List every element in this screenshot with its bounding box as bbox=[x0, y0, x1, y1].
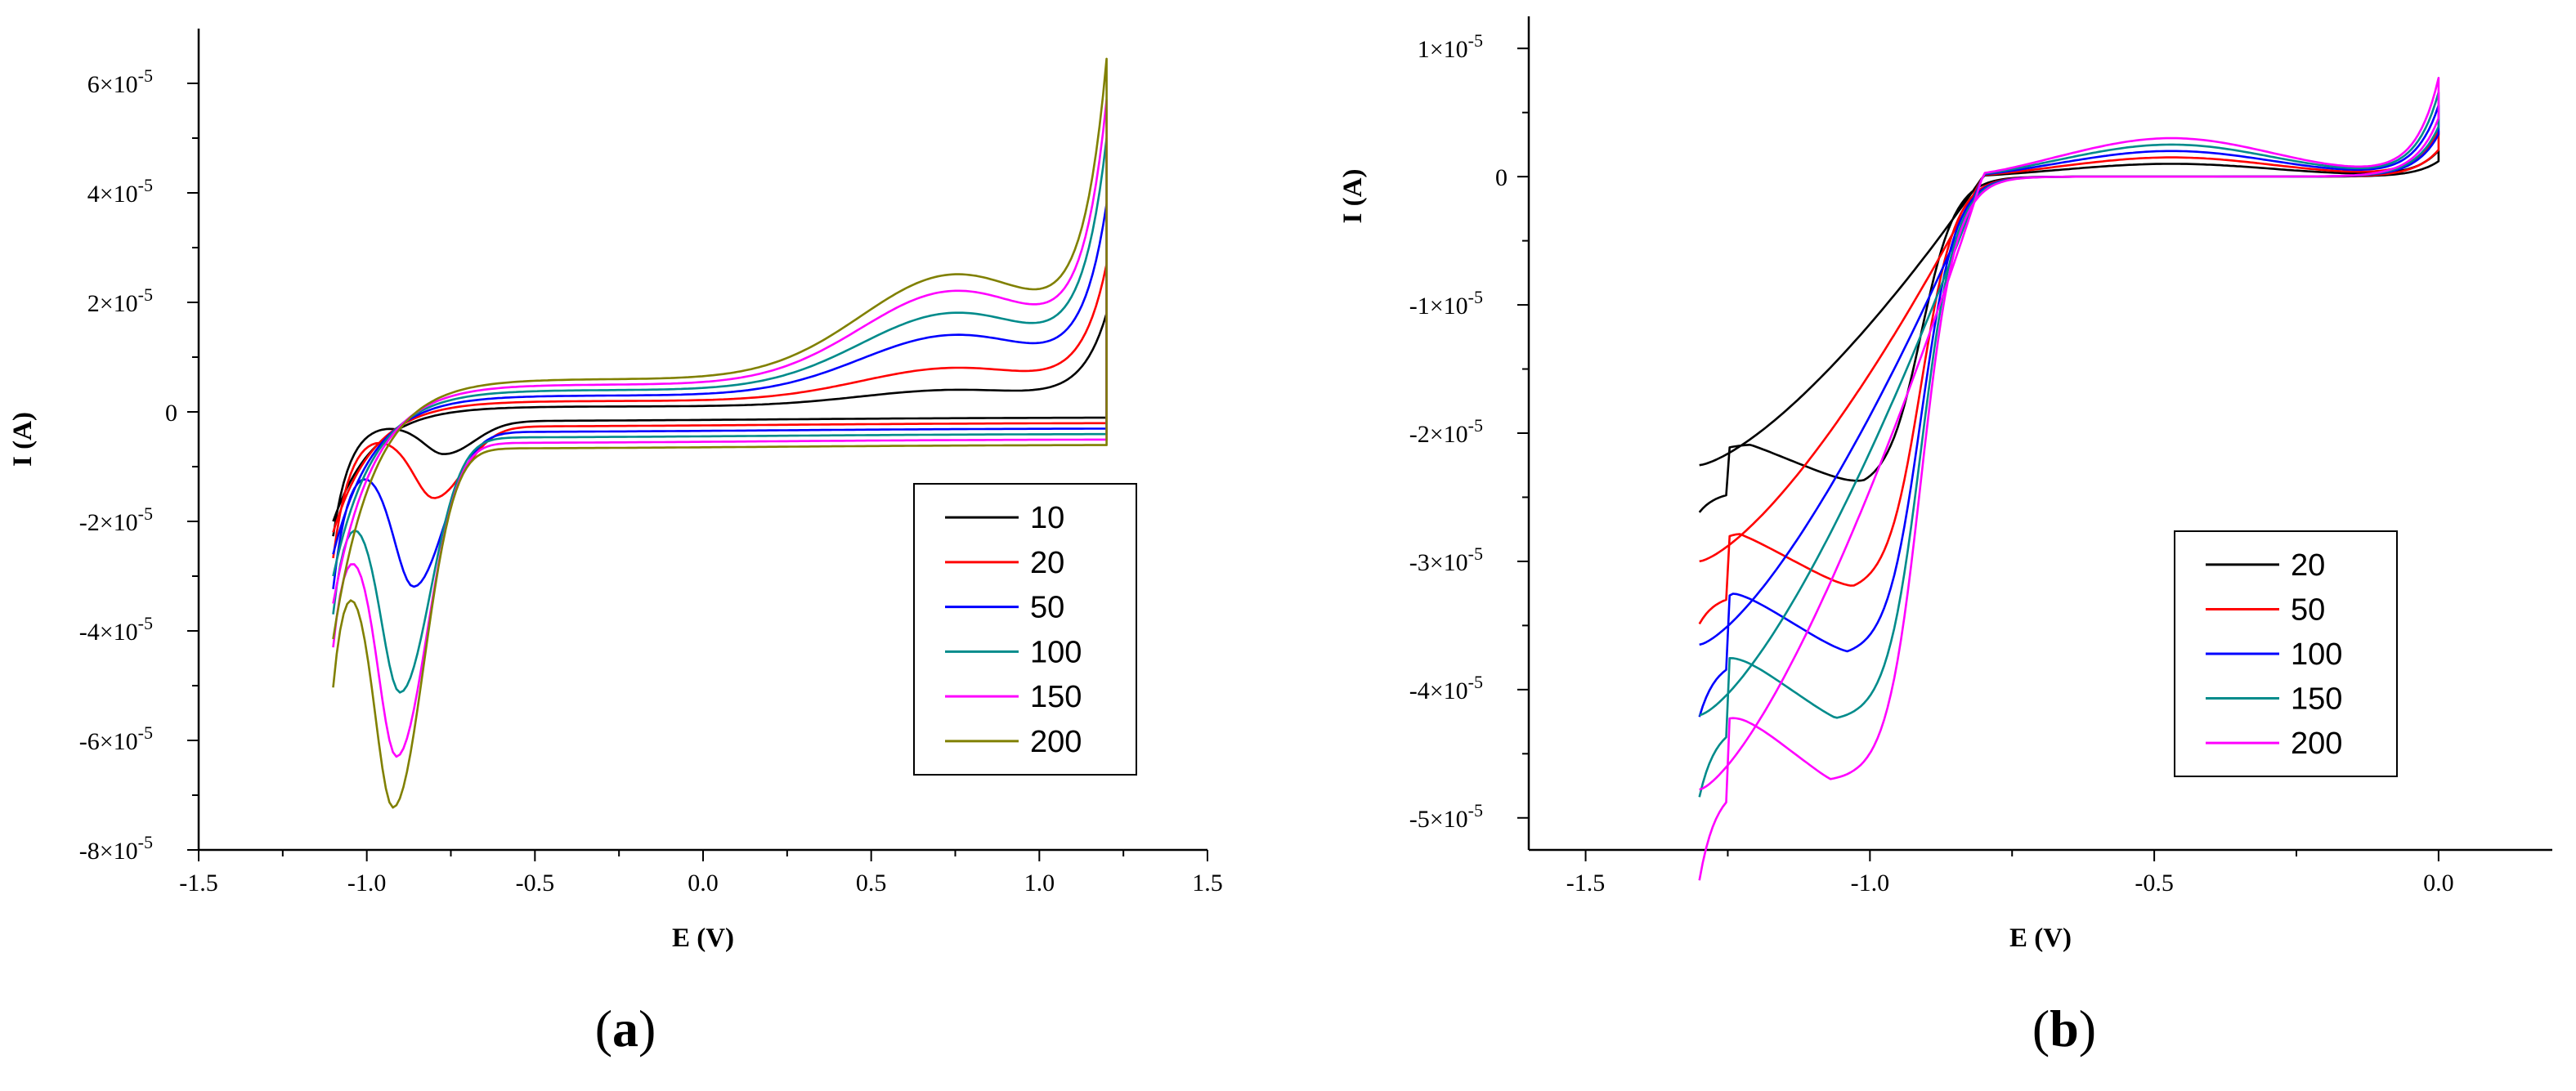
y-tick-label: -1×10-5 bbox=[1409, 287, 1483, 320]
series-line-200 bbox=[332, 57, 1108, 809]
panel-label: (b) bbox=[2032, 999, 2096, 1057]
y-tick-label: 0 bbox=[1495, 164, 1508, 191]
y-tick-label: -3×10-5 bbox=[1409, 543, 1483, 576]
legend-label-100: 100 bbox=[2291, 637, 2342, 672]
y-tick-label: -4×10-5 bbox=[79, 613, 153, 646]
x-tick-label: -1.5 bbox=[1566, 870, 1606, 896]
x-tick-label: -1.0 bbox=[1851, 870, 1890, 896]
y-tick-label: 2×10-5 bbox=[87, 284, 153, 317]
y-tick-label: -2×10-5 bbox=[79, 503, 153, 536]
series-line-200 bbox=[1698, 77, 2440, 881]
legend: 20 50 100 150 200 bbox=[2174, 530, 2398, 777]
y-tick-label: -2×10-5 bbox=[1409, 415, 1483, 448]
y-axis-title: I (A) bbox=[1338, 169, 1368, 224]
y-tick-label: 1×10-5 bbox=[1418, 30, 1483, 63]
x-tick-label: 0.0 bbox=[688, 870, 719, 896]
x-tick-label: 0.0 bbox=[2423, 870, 2454, 896]
legend-label-10: 10 bbox=[1030, 501, 1064, 535]
y-tick-label: -8×10-5 bbox=[79, 832, 153, 865]
legend-label-150: 150 bbox=[2291, 682, 2342, 717]
legend-label-50: 50 bbox=[2291, 592, 2325, 627]
y-tick-label: 4×10-5 bbox=[87, 175, 153, 208]
y-tick-label: 0 bbox=[165, 400, 177, 427]
x-axis-title: E (V) bbox=[2009, 923, 2072, 953]
x-axis-title: E (V) bbox=[672, 923, 734, 953]
y-axis-title: I (A) bbox=[8, 412, 38, 467]
y-tick-label: -4×10-5 bbox=[1409, 672, 1483, 704]
x-tick-label: 0.5 bbox=[856, 870, 887, 896]
panel-a-chart: -1.5 -1.0 -0.5 0.0 0.5 1.0 1.5 6×10-5 4×10-5 2×10… bbox=[8, 29, 1223, 1057]
legend-label-200: 200 bbox=[2291, 727, 2342, 761]
legend: 10 20 50 100 150 200 bbox=[913, 483, 1137, 776]
legend-box bbox=[913, 483, 1137, 776]
legend-label-100: 100 bbox=[1030, 635, 1082, 669]
x-tick-label: 1.5 bbox=[1192, 870, 1223, 896]
x-tick-label: -1.5 bbox=[179, 870, 218, 896]
legend-label-20: 20 bbox=[1030, 546, 1064, 580]
legend-label-150: 150 bbox=[1030, 680, 1082, 714]
series-line-50 bbox=[1698, 130, 2440, 625]
panel-b-chart: -1.5 -1.0 -0.5 0.0 1×10-5 0 -1×10-5 -2×10-5 -3×1… bbox=[1338, 16, 2552, 1057]
legend-label-200: 200 bbox=[1030, 725, 1082, 759]
series-line-20 bbox=[1698, 150, 2440, 513]
x-tick-label: -0.5 bbox=[516, 870, 555, 896]
y-tick-label: 6×10-5 bbox=[87, 65, 153, 98]
legend-label-50: 50 bbox=[1030, 591, 1064, 625]
x-tick-label: 1.0 bbox=[1024, 870, 1055, 896]
y-tick-label: -5×10-5 bbox=[1409, 800, 1483, 833]
x-tick-label: -0.5 bbox=[2135, 870, 2174, 896]
legend-label-20: 20 bbox=[2291, 548, 2325, 583]
panel-label: (a) bbox=[595, 999, 656, 1057]
y-tick-label: -6×10-5 bbox=[79, 722, 153, 755]
x-tick-label: -1.0 bbox=[347, 870, 387, 896]
